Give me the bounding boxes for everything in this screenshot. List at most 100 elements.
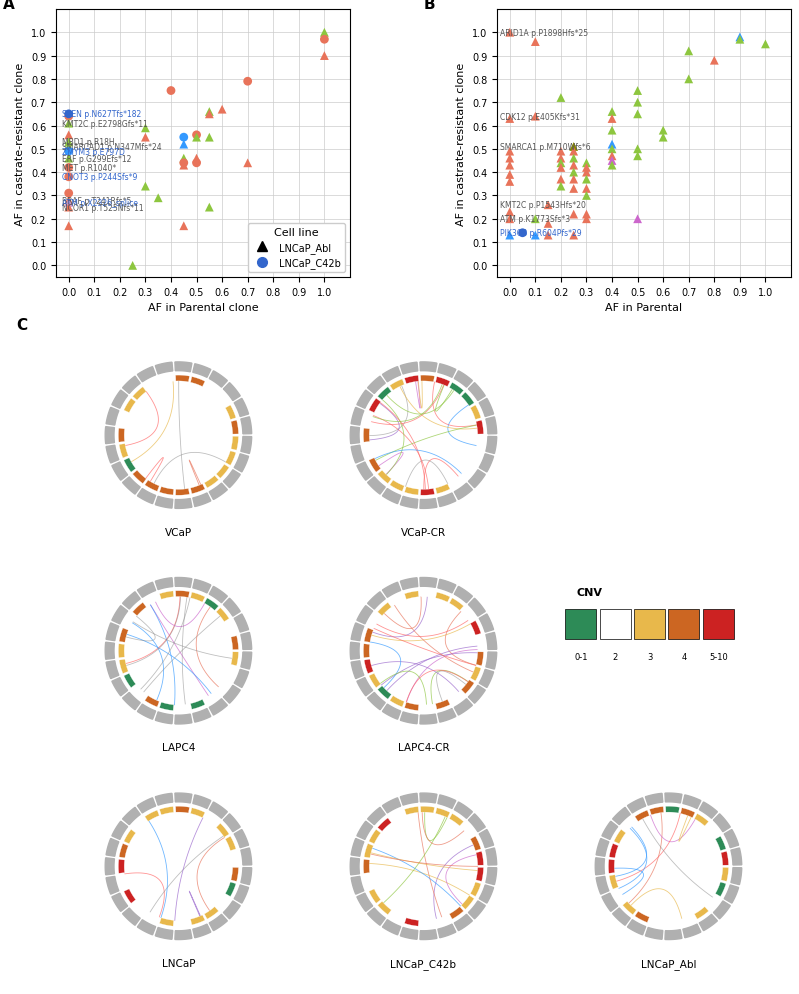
Polygon shape	[404, 807, 419, 815]
Polygon shape	[133, 686, 146, 700]
Point	[631, 142, 644, 158]
Point	[606, 137, 618, 153]
Polygon shape	[112, 894, 128, 911]
Polygon shape	[240, 868, 252, 885]
Polygon shape	[468, 814, 485, 832]
Text: PIK3CB p.R604Pfs*29: PIK3CB p.R604Pfs*29	[500, 229, 582, 238]
Polygon shape	[420, 806, 435, 813]
Text: ZMYM3 p.E797D: ZMYM3 p.E797D	[62, 147, 125, 156]
Polygon shape	[486, 437, 497, 454]
Polygon shape	[420, 591, 435, 597]
Polygon shape	[694, 907, 709, 919]
Polygon shape	[461, 896, 474, 910]
Point	[567, 151, 580, 167]
Polygon shape	[715, 836, 726, 851]
Polygon shape	[468, 686, 485, 704]
Polygon shape	[476, 868, 483, 882]
Polygon shape	[133, 818, 146, 831]
Polygon shape	[471, 882, 481, 897]
Point	[580, 156, 593, 172]
Polygon shape	[665, 929, 682, 939]
Point	[126, 258, 139, 274]
Text: LNCaP: LNCaP	[161, 958, 195, 968]
Text: NCOR1 p.T525Nfs*11: NCOR1 p.T525Nfs*11	[62, 204, 144, 213]
Polygon shape	[449, 383, 463, 396]
Polygon shape	[145, 480, 159, 492]
Polygon shape	[155, 363, 173, 375]
Point	[62, 144, 75, 160]
Polygon shape	[106, 839, 119, 857]
Point	[567, 158, 580, 174]
Polygon shape	[112, 821, 128, 840]
Polygon shape	[112, 606, 128, 624]
Text: 2: 2	[613, 652, 618, 661]
Point	[580, 172, 593, 188]
Point	[606, 153, 618, 169]
Polygon shape	[240, 437, 252, 454]
Polygon shape	[486, 417, 497, 434]
Point	[241, 156, 254, 172]
Text: BRAF p.T241Rfs*5: BRAF p.T241Rfs*5	[62, 197, 131, 206]
Point	[503, 228, 516, 244]
Polygon shape	[357, 821, 372, 840]
Polygon shape	[699, 802, 718, 818]
Polygon shape	[383, 489, 400, 504]
Point	[580, 188, 593, 204]
Polygon shape	[420, 919, 435, 926]
Y-axis label: AF in castrate-resistant clone: AF in castrate-resistant clone	[456, 63, 467, 226]
Polygon shape	[231, 636, 238, 650]
Polygon shape	[378, 818, 392, 831]
Polygon shape	[205, 814, 219, 826]
Polygon shape	[351, 623, 364, 641]
Polygon shape	[119, 413, 129, 427]
Point	[580, 212, 593, 228]
Polygon shape	[106, 623, 119, 641]
Text: VCaP: VCaP	[165, 527, 192, 537]
Polygon shape	[357, 678, 372, 696]
Polygon shape	[420, 793, 437, 803]
Text: ERF p.G299Efs*12: ERF p.G299Efs*12	[62, 154, 131, 163]
Polygon shape	[368, 693, 385, 710]
Polygon shape	[118, 428, 125, 442]
Polygon shape	[231, 852, 238, 866]
Polygon shape	[119, 659, 129, 674]
Polygon shape	[455, 699, 472, 716]
Polygon shape	[627, 798, 646, 813]
Polygon shape	[390, 480, 404, 492]
Polygon shape	[122, 693, 141, 710]
Point	[567, 139, 580, 155]
Point	[503, 158, 516, 174]
Polygon shape	[175, 363, 192, 373]
Text: ARID1A p.P1898Hfs*25: ARID1A p.P1898Hfs*25	[500, 29, 588, 38]
Text: LNCaP_C42b: LNCaP_C42b	[391, 958, 456, 969]
Polygon shape	[449, 907, 463, 919]
Polygon shape	[368, 477, 385, 495]
Point	[657, 123, 670, 139]
Point	[503, 151, 516, 167]
Polygon shape	[479, 399, 494, 417]
Polygon shape	[369, 830, 381, 844]
Polygon shape	[190, 915, 205, 925]
FancyBboxPatch shape	[600, 609, 630, 639]
Point	[567, 144, 580, 160]
Point	[631, 212, 644, 228]
Polygon shape	[468, 470, 485, 488]
Polygon shape	[435, 592, 450, 602]
Polygon shape	[665, 793, 682, 803]
Point	[555, 156, 567, 172]
Polygon shape	[471, 451, 481, 466]
Polygon shape	[650, 807, 664, 815]
Polygon shape	[122, 807, 141, 825]
Polygon shape	[350, 427, 360, 444]
Polygon shape	[137, 798, 156, 813]
Polygon shape	[122, 592, 141, 609]
Polygon shape	[471, 406, 481, 420]
Polygon shape	[225, 451, 236, 466]
Polygon shape	[449, 692, 463, 704]
Polygon shape	[420, 489, 435, 496]
Point	[503, 174, 516, 190]
Polygon shape	[240, 633, 252, 650]
Polygon shape	[369, 674, 381, 688]
Polygon shape	[383, 582, 400, 597]
Polygon shape	[240, 848, 252, 865]
